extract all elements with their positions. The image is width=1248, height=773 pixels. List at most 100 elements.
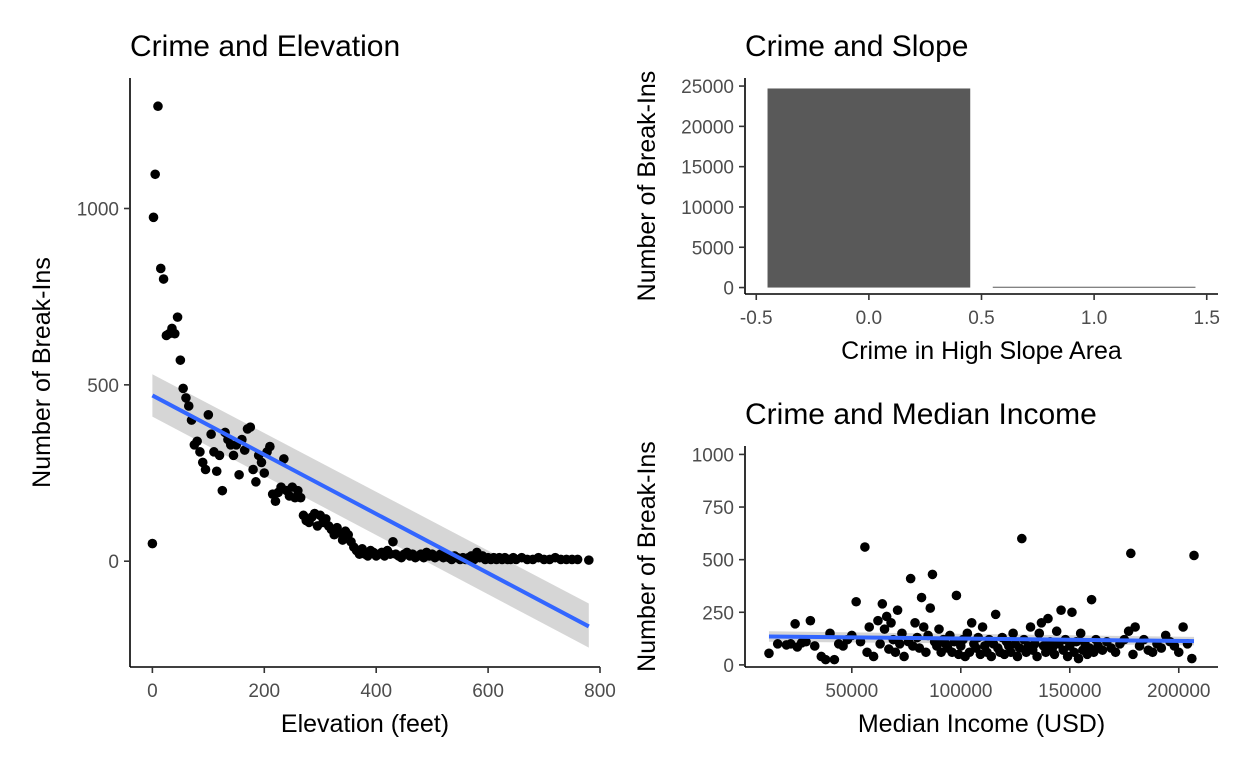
- data-point: [217, 485, 228, 496]
- y-tick-label: 10000: [681, 198, 734, 219]
- data-point: [256, 457, 267, 468]
- data-point: [820, 654, 831, 665]
- data-point: [234, 469, 244, 480]
- x-tick-label: 0.0: [856, 308, 882, 329]
- data-point: [572, 554, 583, 565]
- y-tick-label: 1000: [77, 199, 119, 220]
- y-tick-label: 1000: [692, 445, 734, 466]
- data-point: [1128, 649, 1138, 660]
- data-point: [790, 619, 800, 629]
- y-tick-label: 5000: [692, 238, 734, 259]
- data-point: [259, 468, 270, 478]
- data-point: [894, 639, 905, 649]
- income-panel: Crime and Median Income 0 250 500 750 1000 500…: [633, 398, 1218, 738]
- y-tick-label: 750: [702, 498, 734, 519]
- data-point: [851, 596, 861, 607]
- data-point: [905, 573, 916, 584]
- data-point: [892, 605, 903, 615]
- data-point: [1126, 548, 1136, 559]
- data-point: [1178, 622, 1188, 632]
- data-point: [977, 622, 988, 632]
- data-point: [265, 441, 275, 452]
- data-point: [1049, 649, 1060, 660]
- data-point: [181, 393, 191, 403]
- x-tick-label: 200: [248, 681, 280, 702]
- x-axis-label: Median Income (USD): [858, 710, 1105, 738]
- data-point: [910, 618, 920, 628]
- data-point: [899, 651, 909, 662]
- data-point: [877, 599, 888, 609]
- data-point: [927, 569, 938, 580]
- data-point: [1189, 550, 1199, 561]
- data-point: [1030, 639, 1040, 649]
- x-tick-label: 1.0: [1081, 308, 1107, 329]
- data-point: [192, 436, 202, 447]
- data-point: [864, 622, 875, 632]
- data-point: [148, 212, 159, 223]
- data-point: [1017, 533, 1027, 544]
- data-point: [1187, 653, 1197, 664]
- chart-title: Crime and Median Income: [745, 398, 1097, 431]
- data-point: [388, 536, 398, 547]
- slope-panel: Crime and Slope 0 5000 10000 15000 20000 25000…: [633, 30, 1220, 365]
- data-point: [805, 615, 816, 626]
- x-tick-label: 600: [472, 681, 504, 702]
- data-point: [1173, 647, 1184, 658]
- data-point: [169, 328, 180, 339]
- data-point: [172, 312, 183, 322]
- data-point: [270, 496, 281, 507]
- data-point: [934, 624, 944, 634]
- x-tick-label: 150000: [1038, 681, 1101, 702]
- bar: [992, 286, 1196, 288]
- data-point: [879, 624, 890, 634]
- data-point: [951, 590, 962, 601]
- x-tick-label: 0: [147, 681, 158, 702]
- data-point: [1056, 605, 1066, 615]
- data-point: [175, 355, 186, 365]
- data-point: [1086, 594, 1097, 605]
- data-point: [1008, 628, 1018, 639]
- data-point: [875, 639, 885, 649]
- y-tick-label: 20000: [681, 117, 734, 138]
- data-point: [248, 464, 258, 475]
- x-tick-label: 800: [584, 681, 616, 702]
- data-point: [1075, 628, 1086, 639]
- data-point: [584, 555, 594, 565]
- data-point: [1110, 647, 1121, 658]
- y-tick-label: 0: [723, 656, 734, 677]
- elevation-panel: Crime and Elevation 0 500 1000 0 200 400 600 800…: [28, 30, 616, 738]
- chart-title: Crime and Slope: [745, 30, 968, 63]
- x-tick-label: 0.5: [968, 308, 994, 329]
- data-point: [1032, 651, 1042, 662]
- data-point: [918, 622, 929, 632]
- data-point: [206, 429, 216, 440]
- data-point: [1051, 626, 1062, 637]
- data-point: [1073, 653, 1084, 664]
- data-point: [1156, 643, 1167, 653]
- data-point: [147, 538, 158, 549]
- data-point: [203, 410, 214, 420]
- data-point: [1130, 622, 1140, 632]
- y-axis-label: Number of Break-Ins: [28, 257, 56, 488]
- data-point: [211, 466, 222, 477]
- data-point: [150, 169, 160, 180]
- data-point: [279, 454, 289, 464]
- data-point: [764, 648, 774, 659]
- x-axis-label: Crime in High Slope Area: [841, 337, 1122, 365]
- x-axis-label: Elevation (feet): [281, 710, 449, 738]
- trend-line: [768, 634, 1195, 644]
- y-tick-label: 0: [723, 279, 734, 300]
- data-point: [228, 450, 239, 461]
- data-point: [1147, 647, 1158, 658]
- data-point: [772, 639, 783, 649]
- x-tick-label: -0.5: [740, 308, 773, 329]
- x-tick-label: 200000: [1147, 681, 1210, 702]
- trend-line: [151, 393, 590, 629]
- y-axis-label: Number of Break-Ins: [633, 71, 661, 302]
- data-point: [1034, 628, 1045, 639]
- data-point: [251, 477, 261, 487]
- data-point: [809, 641, 820, 651]
- x-tick-label: 1.5: [1194, 308, 1220, 329]
- data-point: [890, 647, 901, 658]
